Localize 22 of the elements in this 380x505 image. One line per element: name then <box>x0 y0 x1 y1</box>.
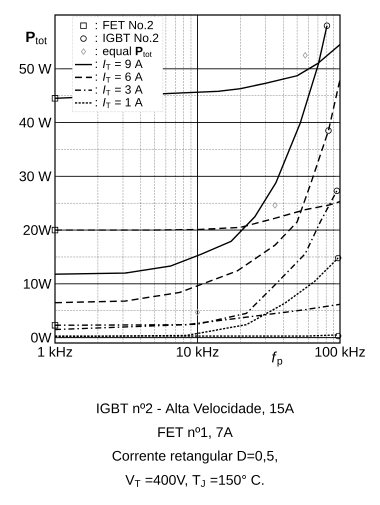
x-axis-title: f$_{p}$ <box>272 352 282 367</box>
legend-label: : I$_{T}$ = 1 A <box>96 98 143 108</box>
text: Corrente retangular D=0,5, <box>112 450 277 464</box>
x-tick-label: 10 kHz <box>176 346 218 357</box>
y-tick-label: 40 W <box>19 118 52 128</box>
y-tick-label: 30 W <box>19 171 52 182</box>
y-tick-label: 10W <box>24 278 52 289</box>
y-tick-label: 50 W <box>19 64 52 74</box>
legend-label: : equal P$_{tot}$ <box>96 46 152 58</box>
text: IGBT nº2 - Alta Velocidade, 15A <box>97 403 294 415</box>
legend-label: : I$_{T}$ = 6 A <box>96 72 143 83</box>
y-tick-label: 0W <box>31 332 52 343</box>
y-axis-title: P$_{tot}$ <box>26 32 47 44</box>
x-tick-label: 100 kHz <box>315 346 365 357</box>
text: V$_{T}$ =400V, T$_{J}$ =150° C. <box>125 475 264 487</box>
legend-label: : I$_{T}$ = 3 A <box>96 85 143 96</box>
y-tick-label: 20W <box>24 225 52 236</box>
legend-label: : FET No.2 <box>96 20 153 30</box>
legend-label: : I$_{T}$ = 9 A <box>96 60 143 70</box>
legend-label: : IGBT No.2 <box>96 34 158 42</box>
text: FET nº1, 7A <box>158 427 233 439</box>
x-tick-label: 1 kHz <box>38 346 72 357</box>
